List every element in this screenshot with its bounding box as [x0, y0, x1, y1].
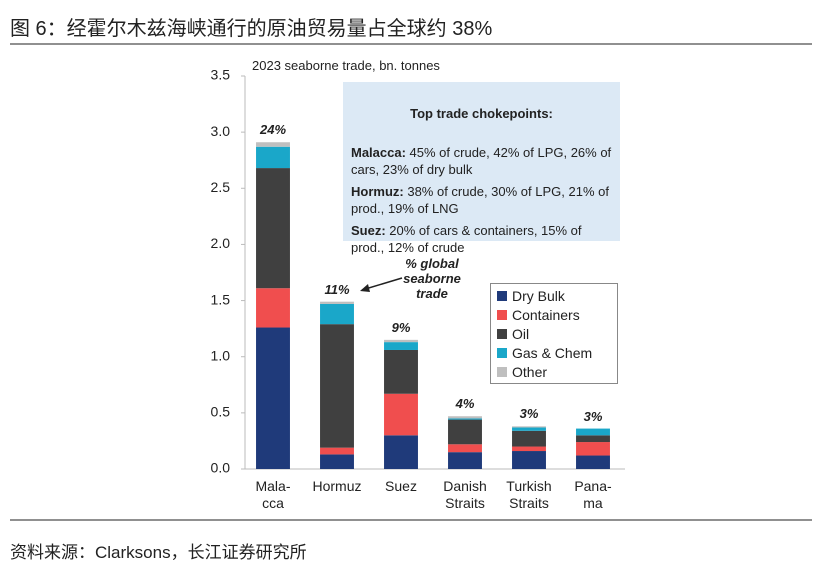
info-label: Malacca: — [351, 145, 406, 160]
bar-segment — [320, 301, 354, 304]
bar-segment — [384, 393, 418, 436]
bar-segment — [256, 168, 290, 289]
top-label: 24% — [259, 122, 287, 138]
bar-segment — [384, 349, 418, 394]
bar-segment — [448, 444, 482, 453]
source: 资料来源：Clarksons，长江证券研究所 — [10, 543, 307, 562]
y-tick-label: 1.0 — [211, 347, 231, 363]
y-tick-label: 3.5 — [211, 67, 231, 83]
bar-segment — [320, 447, 354, 455]
legend-swatch — [497, 366, 507, 377]
legend-item: Dry Bulk — [497, 286, 611, 305]
legend-label: Gas & Chem — [512, 344, 593, 361]
info-title: Top trade chokepoints: — [410, 106, 553, 121]
bar-segment — [448, 416, 482, 419]
y-tick-label: 0.0 — [211, 460, 231, 476]
info-item: Suez: 20% of cars & containers, 15% of p… — [351, 222, 612, 256]
legend-label: Other — [512, 363, 548, 380]
bar-segment — [320, 454, 354, 469]
top-label: 4% — [455, 396, 475, 412]
bar-segment — [512, 446, 546, 452]
legend-item: Gas & Chem — [497, 343, 611, 362]
subtitle: 2023 seaborne trade, bn. tonnes — [252, 58, 440, 73]
annotation-arrowhead — [360, 284, 370, 292]
legend-label: Oil — [512, 325, 530, 342]
info-text: 20% of cars & containers, 15% of prod., … — [351, 223, 582, 255]
bar-segment — [512, 451, 546, 469]
bar-segment — [576, 428, 610, 436]
bar-segment — [576, 442, 610, 456]
bar-segment — [320, 324, 354, 448]
info-label: Hormuz: — [351, 184, 404, 199]
bar-segment — [384, 342, 418, 350]
legend-swatch — [497, 347, 507, 358]
chart-title: 图 6：经霍尔木兹海峡通行的原油贸易量占全球约 38% — [10, 18, 493, 40]
bar-segment — [512, 426, 546, 428]
legend-item: Oil — [497, 324, 611, 343]
legend-item: Other — [497, 362, 611, 381]
top-label: 3% — [519, 406, 539, 422]
y-tick-label: 0.5 — [211, 404, 231, 420]
info-text: 38% of crude, 30% of LPG, 21% of prod., … — [351, 184, 609, 216]
bar-segment — [384, 435, 418, 469]
info-item: Malacca: 45% of crude, 42% of LPG, 26% o… — [351, 144, 612, 178]
y-tick-label: 2.5 — [211, 179, 231, 195]
x-tick-label: Danish Straits — [443, 478, 487, 511]
y-tick-label: 3.0 — [211, 123, 231, 139]
info-box: Top trade chokepoints: Malacca: 45% of c… — [343, 82, 620, 255]
x-tick-label: Hormuz — [312, 478, 362, 494]
bar-segment — [384, 339, 418, 343]
top-label: 3% — [583, 408, 603, 424]
bar-segment — [576, 455, 610, 469]
bar-segment — [256, 146, 290, 169]
x-tick-label: Turkish Straits — [506, 478, 552, 511]
bar-segment — [256, 327, 290, 469]
legend-swatch — [497, 328, 507, 339]
legend: Dry Bulk Containers Oil Gas & Chem Other — [490, 283, 618, 384]
bar-segment — [512, 427, 546, 431]
y-tick-label: 1.5 — [211, 291, 231, 307]
top-label: 9% — [391, 319, 411, 335]
legend-swatch — [497, 309, 507, 320]
legend-label: Dry Bulk — [512, 287, 565, 304]
bar-segment — [448, 452, 482, 469]
y-tick-label: 2.0 — [211, 235, 231, 251]
bar-segment — [576, 435, 610, 443]
info-item: Hormuz: 38% of crude, 30% of LPG, 21% of… — [351, 183, 612, 217]
bar-segment — [320, 303, 354, 325]
bar-segment — [512, 430, 546, 447]
annotation: % global seaborne trade — [403, 256, 461, 301]
legend-item: Containers — [497, 305, 611, 324]
info-label: Suez: — [351, 223, 386, 238]
x-tick-label: Suez — [385, 478, 417, 494]
top-label: 11% — [324, 281, 350, 297]
bar-segment — [448, 419, 482, 445]
x-tick-label: Mala- cca — [255, 478, 291, 511]
bar-segment — [448, 418, 482, 420]
legend-label: Containers — [512, 306, 580, 323]
legend-swatch — [497, 290, 507, 301]
info-text: 45% of crude, 42% of LPG, 26% of cars, 2… — [351, 145, 612, 177]
bar-segment — [256, 142, 290, 147]
bar-segment — [256, 288, 290, 328]
x-tick-label: Pana- ma — [574, 478, 612, 511]
